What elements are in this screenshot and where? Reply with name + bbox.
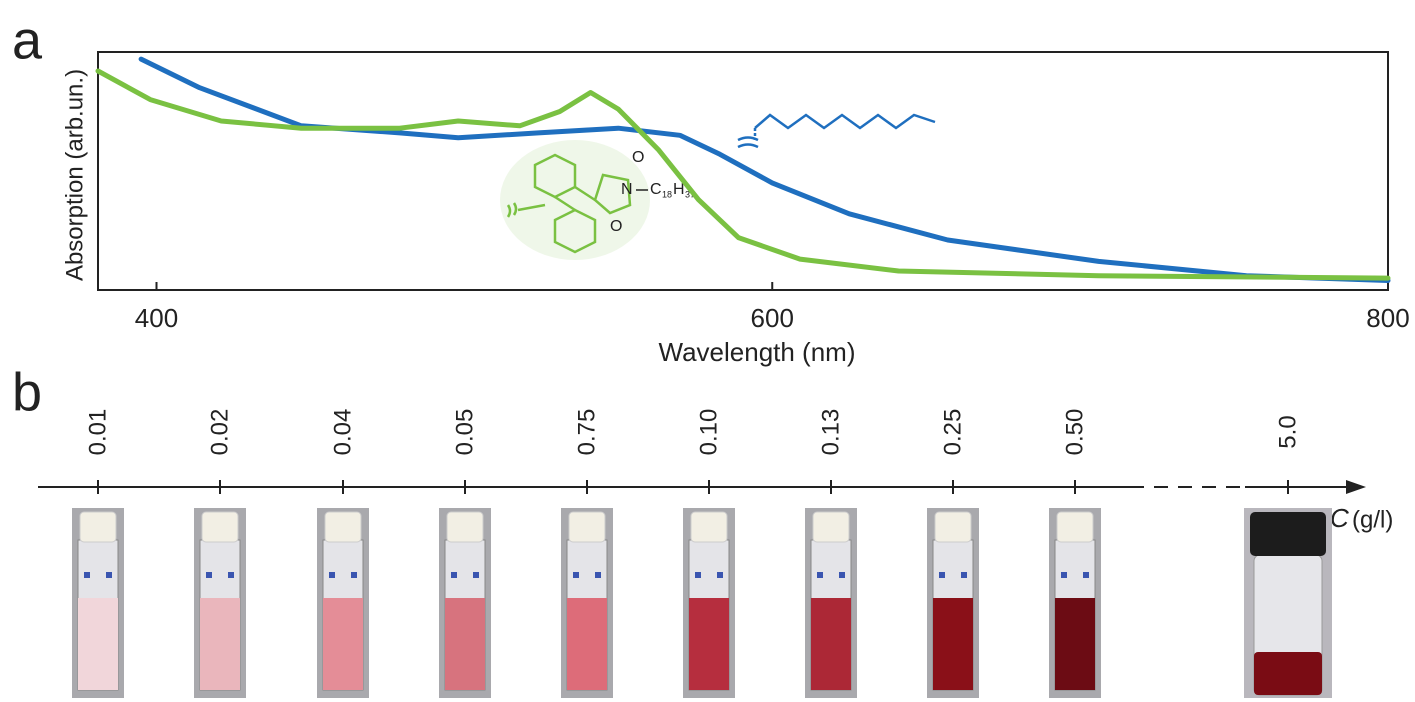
- marker: [695, 572, 701, 578]
- formula-subscript: 18: [662, 189, 672, 199]
- cap: [569, 512, 605, 542]
- liquid: [933, 598, 973, 690]
- panel-label: a: [12, 10, 43, 70]
- marker: [1061, 572, 1067, 578]
- marker: [839, 572, 845, 578]
- x-tick-label: 400: [135, 303, 178, 333]
- cuvette: [439, 508, 491, 698]
- marker: [717, 572, 723, 578]
- liquid: [445, 598, 485, 690]
- spectrum-line: [98, 71, 1388, 278]
- marker: [329, 572, 335, 578]
- concentration-label: 0.01: [84, 409, 111, 456]
- cap: [80, 512, 116, 542]
- marker: [206, 572, 212, 578]
- y-axis-label: Absorption (arb.un.): [61, 69, 88, 281]
- concentration-label: 0.10: [695, 409, 722, 456]
- cuvette: [72, 508, 124, 698]
- plot-frame: [98, 52, 1388, 290]
- cap: [935, 512, 971, 542]
- x-tick-label: 800: [1366, 303, 1409, 333]
- cap: [1250, 512, 1326, 556]
- x-axis-label: Wavelength (nm): [659, 337, 856, 367]
- marker: [939, 572, 945, 578]
- liquid: [78, 598, 118, 690]
- formula-atom: C: [650, 181, 662, 198]
- cuvette: [317, 508, 369, 698]
- axis-symbol: C: [1330, 503, 1349, 533]
- cuvette: [194, 508, 246, 698]
- concentration-label: 5.0: [1274, 415, 1301, 448]
- liquid: [811, 598, 851, 690]
- concentration-label: 0.25: [939, 409, 966, 456]
- concentration-label: 0.50: [1061, 409, 1088, 456]
- cap: [691, 512, 727, 542]
- cuvette: [561, 508, 613, 698]
- concentration-label: 0.05: [451, 409, 478, 456]
- marker: [595, 572, 601, 578]
- marker: [1083, 572, 1089, 578]
- cap: [813, 512, 849, 542]
- liquid: [200, 598, 240, 690]
- marker: [961, 572, 967, 578]
- liquid: [1055, 598, 1095, 690]
- liquid: [1254, 652, 1322, 695]
- liquid: [323, 598, 363, 690]
- cap: [447, 512, 483, 542]
- concentration-label: 0.75: [573, 409, 600, 456]
- cuvette: [927, 508, 979, 698]
- formula-atom: N: [621, 181, 633, 198]
- marker: [228, 572, 234, 578]
- marker: [351, 572, 357, 578]
- concentration-label: 0.02: [206, 409, 233, 456]
- marker: [84, 572, 90, 578]
- liquid: [689, 598, 729, 690]
- cap: [1057, 512, 1093, 542]
- cuvette: [805, 508, 857, 698]
- cap: [325, 512, 361, 542]
- concentration-label: 0.13: [817, 409, 844, 456]
- axis-unit: (g/l): [1352, 506, 1393, 533]
- x-tick-label: 600: [751, 303, 794, 333]
- formula-atom: O: [632, 149, 644, 166]
- bottle: [1244, 508, 1332, 698]
- marker: [473, 572, 479, 578]
- cuvette: [683, 508, 735, 698]
- cap: [202, 512, 238, 542]
- marker: [451, 572, 457, 578]
- concentration-label: 0.04: [329, 409, 356, 456]
- figure: a b Wavelength (nm) Absorption (arb.un.)…: [0, 0, 1415, 702]
- marker: [106, 572, 112, 578]
- formula-atom: O: [610, 218, 622, 235]
- marker: [573, 572, 579, 578]
- marker: [817, 572, 823, 578]
- molecule: [500, 140, 650, 260]
- cuvette: [1049, 508, 1101, 698]
- alkyl-chain: [738, 115, 935, 147]
- panel-label: b: [12, 362, 42, 422]
- axis-arrow: [1346, 480, 1366, 494]
- liquid: [567, 598, 607, 690]
